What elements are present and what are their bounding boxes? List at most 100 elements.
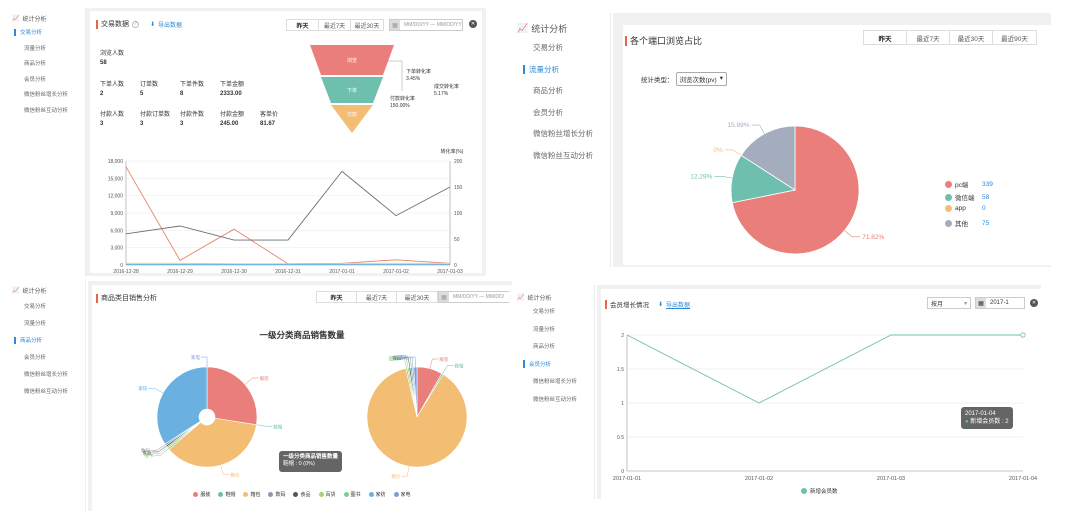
traffic-panel: 📈 统计分析 交易分析 流量分析 商品分析 会员分析 微信粉丝增长分析 微信粉丝互动分析 … — [509, 13, 1051, 267]
pie-pct-label: 0% — [713, 147, 723, 154]
month-input[interactable]: ▦ 2017-1 — [975, 297, 1025, 309]
legend-item[interactable]: 百货 — [318, 491, 336, 498]
sidebar-item-2[interactable]: 流量分析 — [24, 45, 47, 52]
calendar-icon[interactable]: ▦ — [976, 298, 986, 308]
sidebar-item-6[interactable]: 微信粉丝互动分析 — [533, 396, 578, 403]
date-range-input[interactable]: ▦ MM/DD/YY — MM/DD/ — [438, 291, 512, 303]
date-range-input[interactable]: ▦ MM/DD/YY — MM/DD/YY — [389, 19, 463, 31]
funnel-annotation: 成交转化率 — [434, 83, 459, 90]
sidebar-item-1[interactable]: 交易分析 — [533, 309, 556, 315]
export-icon[interactable]: ⬇ — [658, 301, 664, 308]
tab-2[interactable]: 最近7天 — [357, 292, 397, 302]
metric-value: 3 — [140, 121, 144, 127]
series-point — [1020, 332, 1026, 338]
pie-pct-label: 71.82% — [862, 234, 884, 241]
calendar-icon[interactable]: ▦ — [390, 20, 400, 30]
sidebar-item-6[interactable]: 微信粉丝互动分析 — [24, 389, 69, 395]
sidebar-item-2[interactable]: 流量分析 — [523, 64, 559, 75]
legend-item[interactable]: 其他 75 — [945, 218, 989, 228]
tab-3[interactable]: 最近30天 — [354, 23, 380, 30]
sidebar-header: 📈 统计分析 — [517, 295, 552, 302]
sidebar-item-1[interactable]: 交易分析 — [24, 304, 47, 310]
period-select[interactable]: 按月 ▾ — [927, 297, 971, 309]
y-tick-label: 0.5 — [617, 435, 624, 441]
sidebar-item-5[interactable]: 微信粉丝增长分析 — [24, 92, 69, 98]
active-indicator — [14, 28, 16, 37]
sidebar-item-3[interactable]: 商品分析 — [533, 344, 556, 350]
sidebar-item-6[interactable]: 微信粉丝互动分析 — [533, 150, 593, 160]
metric-value: 58 — [100, 60, 107, 66]
clear-icon[interactable]: ✕ — [469, 20, 477, 28]
y-tick-label: 0 — [120, 263, 123, 269]
active-indicator — [14, 336, 16, 345]
sidebar-item-2[interactable]: 流量分析 — [533, 326, 556, 333]
sidebar-item-4[interactable]: 会员分析 — [24, 355, 47, 361]
sidebar-item-5[interactable]: 微信粉丝增长分析 — [24, 372, 69, 378]
tab-1[interactable]: 昨天 — [317, 292, 357, 302]
legend-item[interactable]: 数码 — [268, 491, 285, 498]
metric: 下单金额 2333.00 — [220, 79, 244, 97]
category-panel: 📈 统计分析 交易分析 流量分析 商品分析 会员分析 微信粉丝增长分析 微信粉丝互动分析 … — [0, 281, 512, 511]
date-tabs: 昨天 最近7天 最近30天 最近90天 — [863, 30, 1037, 45]
pie-label: 鞋帽 — [455, 362, 464, 369]
sidebar-item-2[interactable]: 流量分析 — [24, 321, 47, 327]
metric: 客单价 81.67 — [260, 109, 278, 127]
pie-label: 数码 — [141, 447, 150, 454]
y-right-tick-label: 200 — [454, 159, 463, 165]
y-tick-label: 1.5 — [617, 367, 624, 373]
legend-item[interactable]: 服装 — [193, 491, 210, 498]
export-link[interactable]: 导出数据 — [666, 302, 691, 309]
series-line — [626, 334, 1023, 404]
sidebar-item-4[interactable]: 会员分析 — [533, 107, 563, 117]
stats-icon: 📈 — [12, 16, 20, 22]
legend-item[interactable]: 箱包 — [243, 491, 260, 498]
sidebar: 📈 统计分析 交易分析 流量分析 商品分析 会员分析 微信粉丝增长分析 微信粉丝互动分析 — [509, 13, 611, 267]
sidebar-item-1[interactable]: 交易分析 — [533, 43, 563, 52]
sidebar-item-3[interactable]: 商品分析 — [533, 86, 563, 95]
export-link[interactable]: 导出数据 — [158, 22, 183, 29]
pie-label: 箱包 — [230, 472, 239, 479]
sidebar-item-6[interactable]: 微信粉丝互动分析 — [24, 107, 69, 114]
legend-item[interactable]: 鞋帽 — [218, 491, 235, 498]
sidebar-item-5[interactable]: 微信粉丝增长分析 — [533, 379, 578, 385]
sidebar-item-4[interactable]: 会员分析 — [24, 76, 47, 83]
funnel-annotation: 付款转化率 — [390, 95, 415, 102]
legend-item[interactable]: 家纺 — [368, 491, 386, 498]
help-icon[interactable]: ? — [132, 20, 139, 28]
traffic-pie-chart: 71.82% 12.29% 0% 15.89% — [690, 122, 885, 255]
legend-item[interactable]: pc端 339 — [945, 179, 993, 189]
tab-3[interactable]: 最近30天 — [950, 31, 993, 44]
tab-2[interactable]: 最近7天 — [319, 20, 351, 30]
pie-label: 食品 — [392, 355, 401, 362]
legend-item[interactable]: 食品 — [293, 491, 311, 498]
funnel-annotation: 150.00% — [390, 103, 410, 109]
y-tick-label: 3,000 — [110, 246, 123, 252]
stat-type-select[interactable]: 浏览次数(pv) ▾ — [675, 72, 727, 86]
tab-1[interactable]: 昨天 — [864, 31, 907, 44]
tab-1[interactable]: 昨天 — [287, 20, 319, 30]
legend-item[interactable]: 图书 — [343, 491, 361, 498]
calendar-icon[interactable]: ▦ — [439, 292, 449, 302]
pie-label: 鞋帽 — [273, 423, 282, 430]
metric-value: 81.67 — [260, 121, 276, 127]
legend-item[interactable]: 微信端 58 — [945, 192, 989, 202]
y-right-tick-label: 0 — [454, 263, 457, 269]
legend-item[interactable]: 家电 — [393, 491, 411, 498]
sidebar-item-4[interactable]: 会员分析 — [523, 360, 551, 368]
tab-4[interactable]: 最近90天 — [1001, 35, 1028, 43]
sidebar-item-3[interactable]: 商品分析 — [14, 336, 42, 345]
tab-2[interactable]: 最近7天 — [907, 31, 950, 44]
funnel-chart: 浏览 下单 付款 下单转化率 3.45% 成交转化率 5.17% 付款转化率 1… — [310, 45, 459, 133]
clear-icon[interactable]: ✕ — [1030, 299, 1038, 307]
pie-leader — [151, 444, 166, 451]
sidebar-item-3[interactable]: 商品分析 — [24, 61, 47, 67]
legend-item[interactable]: app 0 — [945, 205, 986, 212]
sidebar-item-5[interactable]: 微信粉丝增长分析 — [533, 129, 593, 138]
active-indicator — [523, 64, 525, 75]
sidebar-item-1[interactable]: 交易分析 — [14, 28, 42, 37]
pie-label: 图书 — [388, 355, 397, 362]
export-icon[interactable]: ⬇ — [150, 21, 156, 28]
tab-3[interactable]: 最近30天 — [404, 295, 430, 302]
